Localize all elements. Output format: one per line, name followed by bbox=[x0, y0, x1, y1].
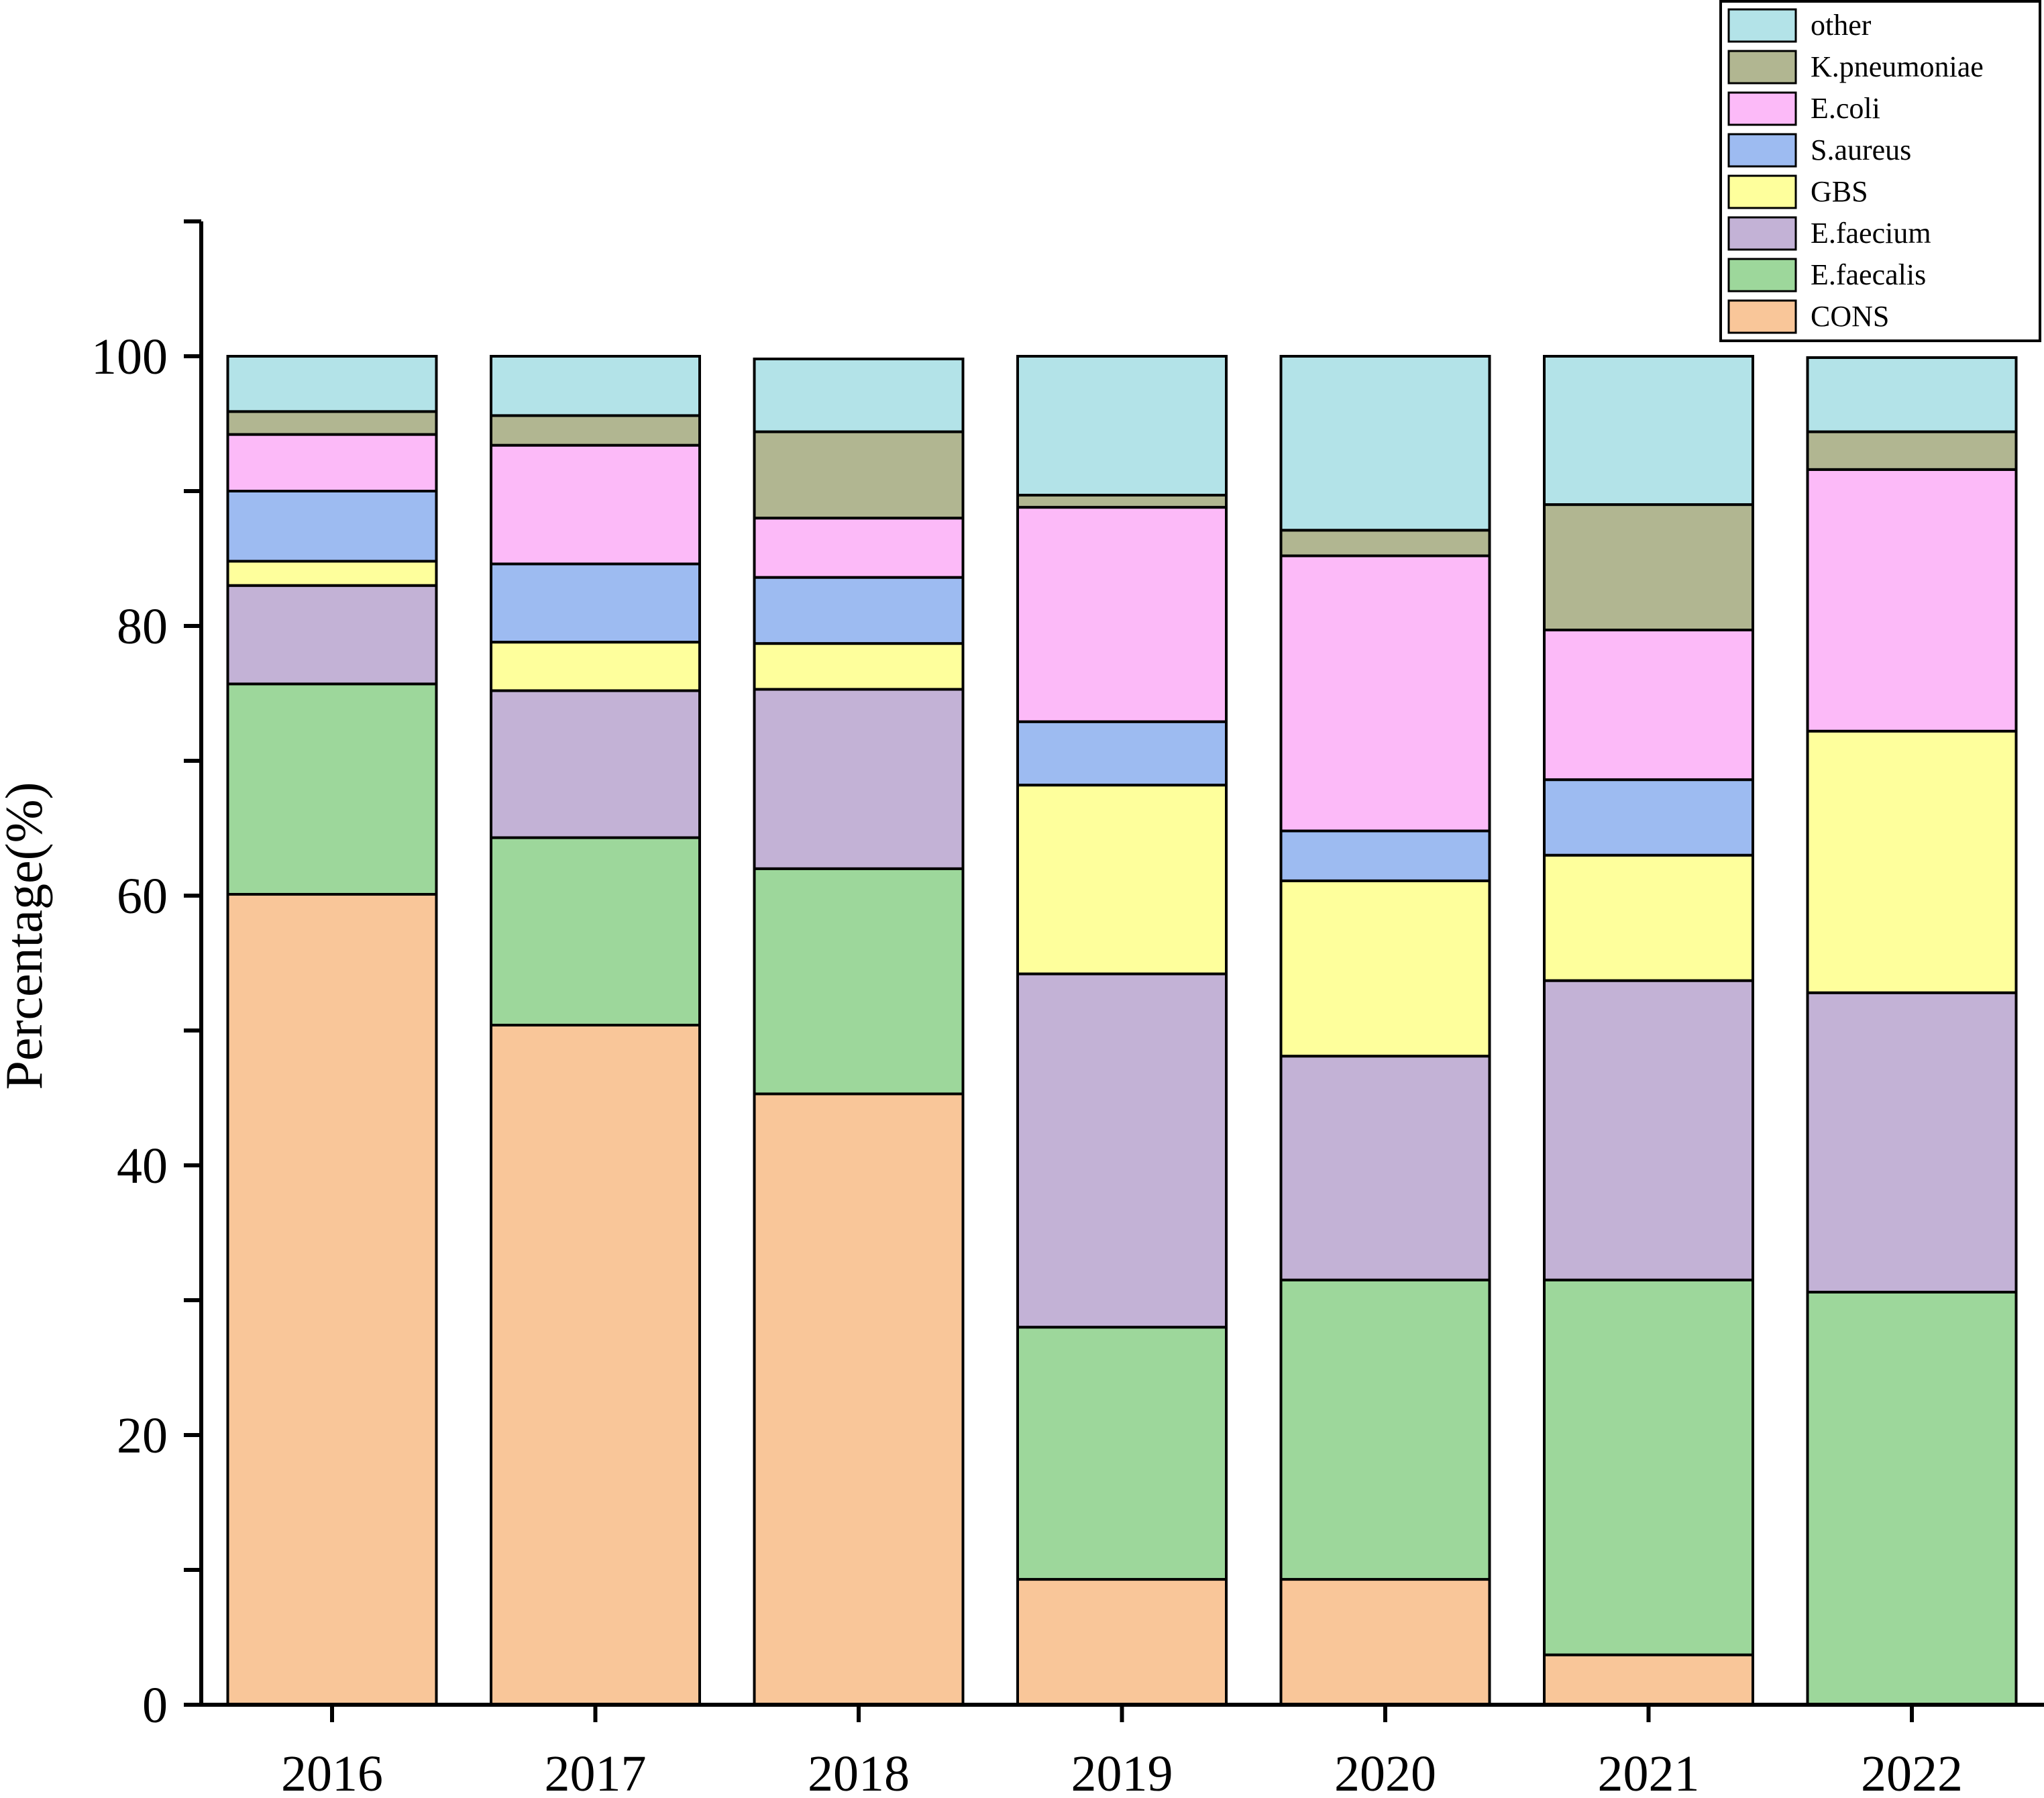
bar-2020-e-faecium bbox=[1279, 1055, 1491, 1281]
bar-2021-e-faecium bbox=[1543, 979, 1754, 1281]
bar-2020-other bbox=[1279, 355, 1491, 532]
legend: other K.pneumoniae E.coli S.aureus GBS E.faec… bbox=[1719, 0, 2041, 342]
bar-2021-s-aureus bbox=[1543, 778, 1754, 857]
y-tick-label-20: 20 bbox=[117, 1408, 168, 1464]
x-tick-label-2016: 2016 bbox=[281, 1746, 383, 1798]
legend-label-s-aureus: S.aureus bbox=[1811, 134, 1911, 166]
bar-2018-s-aureus bbox=[753, 576, 965, 645]
bar-2018-other bbox=[753, 358, 965, 433]
bar-area bbox=[226, 355, 2018, 1707]
bar-2018-e-faecalis bbox=[753, 867, 965, 1096]
bar-2017-k-pneumoniae bbox=[490, 414, 701, 447]
bar-2019-e-coli bbox=[1016, 506, 1228, 723]
bar-2018-k-pneumoniae bbox=[753, 430, 965, 520]
bar-2016-e-faecium bbox=[226, 584, 438, 686]
bar-stack-2016 bbox=[226, 355, 438, 1706]
bar-stack-2022 bbox=[1806, 356, 2018, 1706]
bar-2019-cons bbox=[1016, 1578, 1228, 1707]
bar-2019-gbs bbox=[1016, 784, 1228, 975]
bar-2019-k-pneumoniae bbox=[1016, 494, 1228, 509]
bar-2022-e-coli bbox=[1806, 468, 2018, 733]
axes: 0 20 40 60 80 100 2016 2017 2018 2019 2020 2021 2022 bbox=[91, 219, 2044, 1798]
legend-swatch-e-coli bbox=[1727, 91, 1797, 126]
bar-2021-e-coli bbox=[1543, 629, 1754, 782]
bar-2021-e-faecalis bbox=[1543, 1278, 1754, 1656]
bar-stack-2020 bbox=[1279, 355, 1491, 1707]
bar-2019-e-faecium bbox=[1016, 972, 1228, 1329]
bar-2019-e-faecalis bbox=[1016, 1326, 1228, 1581]
bar-2020-gbs bbox=[1279, 879, 1491, 1058]
x-tick-label-2020: 2020 bbox=[1334, 1746, 1436, 1798]
legend-swatch-k-pneumoniae bbox=[1727, 50, 1797, 85]
bar-stack-2017 bbox=[490, 355, 701, 1706]
bar-2020-k-pneumoniae bbox=[1279, 529, 1491, 558]
y-tick-label-100: 100 bbox=[91, 329, 168, 385]
x-tick-label-2019: 2019 bbox=[1071, 1746, 1173, 1798]
y-tick-label-0: 0 bbox=[142, 1677, 168, 1734]
bar-2022-gbs bbox=[1806, 729, 2018, 994]
bar-2021-other bbox=[1543, 355, 1754, 507]
bar-2016-e-faecalis bbox=[226, 682, 438, 896]
legend-label-gbs: GBS bbox=[1811, 175, 1868, 208]
bar-2016-s-aureus bbox=[226, 490, 438, 563]
bar-2018-cons bbox=[753, 1092, 965, 1706]
x-tick-label-2018: 2018 bbox=[808, 1746, 910, 1798]
bar-2017-gbs bbox=[490, 641, 701, 692]
y-tick-label-40: 40 bbox=[117, 1138, 168, 1194]
legend-label-e-coli: E.coli bbox=[1811, 92, 1880, 125]
bar-2022-e-faecalis bbox=[1806, 1290, 2018, 1706]
bar-2017-other bbox=[490, 355, 701, 417]
bar-2020-s-aureus bbox=[1279, 829, 1491, 882]
bar-2021-k-pneumoniae bbox=[1543, 503, 1754, 632]
legend-swatch-e-faecium bbox=[1727, 216, 1797, 251]
bar-stack-2021 bbox=[1543, 355, 1754, 1706]
bar-2016-gbs bbox=[226, 560, 438, 587]
bar-stack-2019 bbox=[1016, 355, 1228, 1707]
bar-2016-other bbox=[226, 355, 438, 413]
bar-2017-e-faecalis bbox=[490, 836, 701, 1026]
bar-2021-cons bbox=[1543, 1653, 1754, 1706]
legend-label-other: other bbox=[1811, 9, 1872, 42]
bar-2016-e-coli bbox=[226, 433, 438, 493]
legend-label-cons: CONS bbox=[1811, 300, 1889, 333]
legend-label-e-faecium: E.faecium bbox=[1811, 217, 1931, 250]
bar-2022-e-faecium bbox=[1806, 991, 2018, 1293]
bar-2017-s-aureus bbox=[490, 562, 701, 644]
bar-2020-e-coli bbox=[1279, 554, 1491, 833]
legend-swatch-s-aureus bbox=[1727, 133, 1797, 168]
bar-2019-other bbox=[1016, 355, 1228, 497]
legend-swatch-cons bbox=[1727, 299, 1797, 334]
bar-2021-gbs bbox=[1543, 853, 1754, 982]
bar-2020-cons bbox=[1279, 1578, 1491, 1707]
bar-2022-k-pneumoniae bbox=[1806, 430, 2018, 471]
bar-2020-e-faecalis bbox=[1279, 1278, 1491, 1581]
legend-swatch-e-faecalis bbox=[1727, 258, 1797, 293]
bar-2022-other bbox=[1806, 356, 2018, 433]
bar-2017-e-coli bbox=[490, 443, 701, 566]
legend-swatch-other bbox=[1727, 8, 1797, 43]
bar-2017-e-faecium bbox=[490, 689, 701, 839]
bar-stack-2018 bbox=[753, 358, 965, 1706]
bar-2018-gbs bbox=[753, 642, 965, 691]
bar-2016-k-pneumoniae bbox=[226, 410, 438, 436]
y-axis-label: Percentage(%) bbox=[0, 782, 53, 1090]
bar-2018-e-faecium bbox=[753, 688, 965, 870]
y-tick-label-60: 60 bbox=[117, 868, 168, 924]
y-tick-label-80: 80 bbox=[117, 598, 168, 655]
legend-swatch-gbs bbox=[1727, 174, 1797, 209]
x-tick-label-2017: 2017 bbox=[545, 1746, 647, 1798]
bar-2016-cons bbox=[226, 892, 438, 1706]
legend-label-e-faecalis: E.faecalis bbox=[1811, 258, 1926, 291]
bar-2019-s-aureus bbox=[1016, 720, 1228, 787]
x-tick-label-2021: 2021 bbox=[1598, 1746, 1700, 1798]
bar-2017-cons bbox=[490, 1023, 701, 1706]
legend-label-k-pneumoniae: K.pneumoniae bbox=[1811, 50, 1984, 83]
bar-2018-e-coli bbox=[753, 517, 965, 579]
x-tick-label-2022: 2022 bbox=[1861, 1746, 1963, 1798]
